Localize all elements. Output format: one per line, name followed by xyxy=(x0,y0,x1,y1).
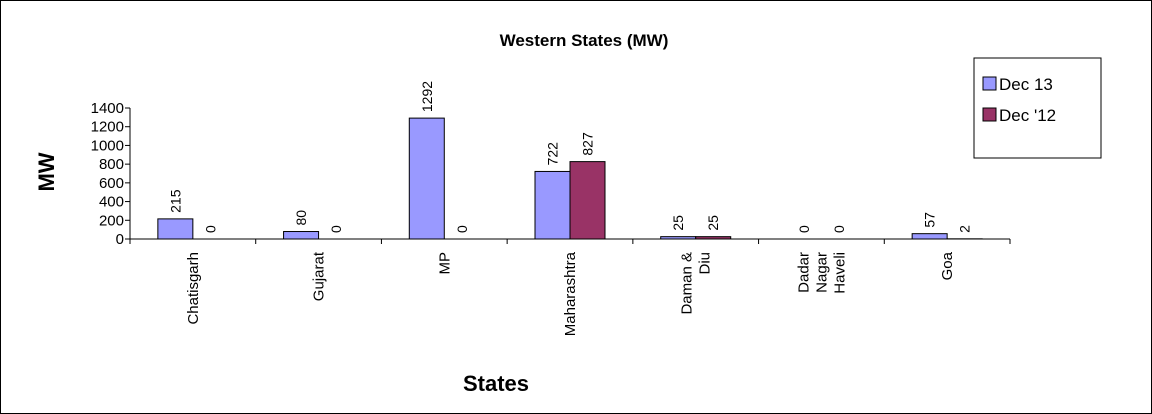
data-label: 0 xyxy=(202,225,218,233)
data-label: 25 xyxy=(705,215,721,231)
data-label: 80 xyxy=(293,210,309,226)
legend-swatch xyxy=(982,76,997,91)
category-label: Diu xyxy=(697,252,714,275)
category-label: Haveli xyxy=(831,252,848,294)
data-label: 0 xyxy=(454,225,470,233)
bar xyxy=(283,231,320,240)
legend-label: Dec '12 xyxy=(999,106,1056,125)
category-label: Nagar xyxy=(813,252,830,293)
data-label: 25 xyxy=(670,215,686,231)
legend: Dec 13 Dec '12 xyxy=(973,57,1102,159)
x-axis-title: States xyxy=(463,371,529,396)
data-label: 215 xyxy=(167,189,183,213)
data-label: 0 xyxy=(831,225,847,233)
bar xyxy=(569,161,606,240)
data-label: 1292 xyxy=(419,81,435,112)
y-axis-title: MW xyxy=(34,152,59,191)
data-label: 722 xyxy=(545,142,561,166)
y-tick-label: 1400 xyxy=(91,100,124,117)
y-tick-label: 200 xyxy=(99,212,124,229)
bar xyxy=(408,117,445,240)
data-label: 57 xyxy=(922,212,938,228)
bar xyxy=(534,170,571,240)
bar xyxy=(157,218,194,240)
y-tick-label: 400 xyxy=(99,194,124,211)
bar xyxy=(695,236,732,240)
category-label: Daman & xyxy=(679,252,696,315)
y-tick-label: 0 xyxy=(116,231,124,248)
data-label: 2 xyxy=(957,225,973,233)
legend-label: Dec 13 xyxy=(999,75,1053,94)
category-label: Gujarat xyxy=(311,251,328,301)
bar xyxy=(911,233,948,240)
category-label: Dadar xyxy=(795,252,812,293)
legend-swatch xyxy=(982,107,997,122)
category-label: Goa xyxy=(939,251,956,280)
data-label: 827 xyxy=(580,132,596,156)
bar xyxy=(660,236,697,240)
category-label: Maharashtra xyxy=(562,251,579,336)
chart-title: Western States (MW) xyxy=(500,31,669,50)
y-tick-label: 1200 xyxy=(91,119,124,136)
y-tick-label: 1000 xyxy=(91,137,124,154)
y-tick-label: 600 xyxy=(99,175,124,192)
data-label: 0 xyxy=(328,225,344,233)
category-label: MP xyxy=(436,252,453,275)
data-label: 0 xyxy=(796,225,812,233)
y-tick-label: 800 xyxy=(99,156,124,173)
category-label: Chatisgarh xyxy=(185,252,202,325)
